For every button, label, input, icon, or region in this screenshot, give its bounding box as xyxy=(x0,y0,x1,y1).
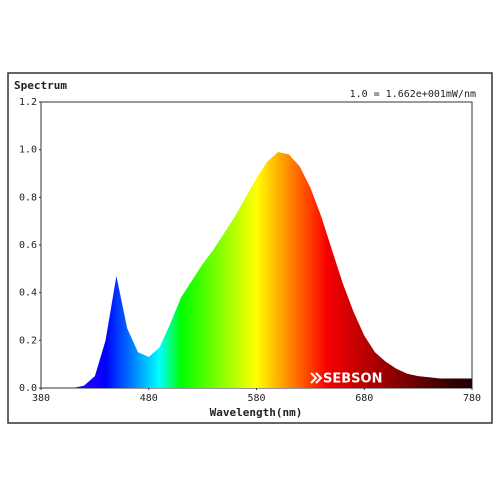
y-tick-label: 0.2 xyxy=(19,335,37,346)
x-tick-label: 680 xyxy=(355,393,373,404)
watermark-logo xyxy=(310,372,323,384)
x-tick-label: 480 xyxy=(140,393,158,404)
plot: 0.0 0.2 0.4 0.6 0.8 1.0 1.2 380 480 580 680 780 xyxy=(19,97,481,404)
x-tick-label: 780 xyxy=(463,393,481,404)
annotation: 1.0 = 1.662e+001mW/nm xyxy=(350,89,476,100)
y-tick-label: 0.8 xyxy=(19,192,37,203)
spectrum-area xyxy=(41,152,472,388)
y-tick-label: 0.6 xyxy=(19,240,37,251)
x-tick-label: 580 xyxy=(247,393,265,404)
y-tick-label: 0.4 xyxy=(19,288,37,299)
watermark: SEBSON xyxy=(323,372,382,387)
y-tick-label: 0.0 xyxy=(19,383,37,394)
y-tick-label: 1.0 xyxy=(19,145,37,156)
x-axis-label: Wavelength(nm) xyxy=(210,406,303,419)
y-tick-label: 1.2 xyxy=(19,97,37,108)
x-tick-label: 380 xyxy=(32,393,50,404)
chart-title: Spectrum xyxy=(14,79,67,92)
